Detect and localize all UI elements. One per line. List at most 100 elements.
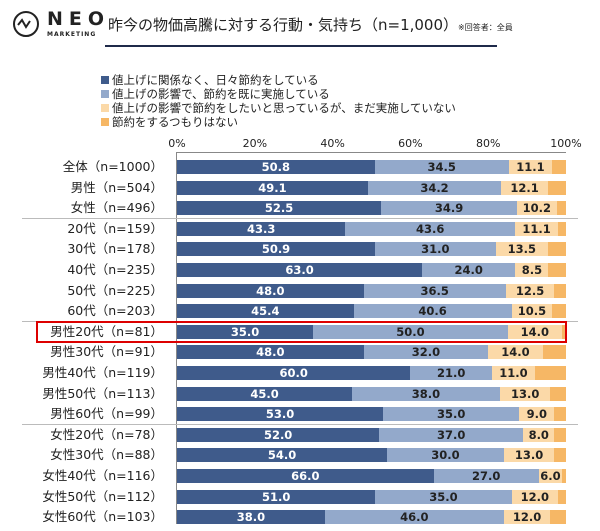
- bar-segment: [488, 345, 543, 360]
- legend-swatch: [101, 118, 109, 126]
- data-label: 34.5: [427, 160, 456, 174]
- data-label: 45.0: [250, 386, 279, 401]
- bar-segment: [177, 304, 354, 319]
- data-label: 24.0: [454, 263, 483, 277]
- data-label: 50.0: [396, 324, 425, 339]
- bar-segment: [352, 386, 500, 401]
- category-label: 50代（n=225）: [67, 282, 163, 298]
- bar-segment: [177, 510, 325, 525]
- bar-segment: [501, 180, 549, 195]
- bar-segment: [505, 283, 555, 298]
- bar-segment: [177, 366, 411, 380]
- bar-segment: [499, 386, 551, 401]
- data-label: 35.0: [437, 407, 466, 422]
- x-tick-label: 80%: [475, 137, 501, 150]
- logo-text: NEO: [47, 8, 111, 30]
- legend-label: 値上げに関係なく、日々節約をしている: [112, 73, 319, 87]
- bar-segment: [516, 201, 557, 216]
- data-label: 50.9: [261, 242, 291, 257]
- logo-wave-icon: [13, 11, 39, 37]
- x-tick-label: 20%: [242, 137, 268, 150]
- x-tick-label: 40%: [320, 137, 345, 150]
- data-label: 37.0: [437, 427, 466, 442]
- category-label: 女性30代（n=88）: [50, 447, 163, 463]
- bar-segment: [422, 263, 516, 277]
- data-label: 66.0: [291, 469, 320, 483]
- category-label: 女性20代（n=78）: [50, 426, 163, 442]
- category-label: 30代（n=178）: [67, 241, 163, 257]
- bar-segment: [548, 242, 566, 257]
- data-label: 14.0: [520, 324, 550, 339]
- bar-segment: [177, 324, 314, 339]
- legend: 値上げに関係なく、日々節約をしている 値上げの影響で、節約を既に実施している 値…: [101, 73, 456, 129]
- bar-segment: [367, 180, 502, 195]
- x-tick-label: 0%: [168, 137, 186, 150]
- data-label: 12.1: [510, 180, 539, 195]
- bar-segment: [556, 201, 566, 216]
- bar-segment: [503, 510, 551, 525]
- category-label: 男性40代（n=119）: [42, 365, 163, 380]
- data-label: 11.1: [516, 160, 545, 174]
- bar-segment: [515, 221, 559, 236]
- x-axis-line: [176, 152, 566, 153]
- bar-segment: [379, 427, 524, 442]
- category-label: 女性（n=496）: [70, 200, 163, 216]
- data-label: 38.0: [411, 386, 441, 401]
- bar-segment: [503, 448, 555, 463]
- data-label: 43.3: [247, 221, 276, 236]
- data-label: 14.0: [501, 345, 530, 360]
- bar-segment: [554, 283, 566, 298]
- legend-label: 節約をするつもりはない: [112, 115, 239, 129]
- bar-segment: [558, 221, 566, 236]
- bar-segment: [410, 366, 493, 380]
- group-separator: [22, 424, 578, 426]
- respondent-note: ※回答者：全員: [458, 23, 513, 32]
- bar-segment: [562, 324, 566, 339]
- data-label: 13.0: [514, 448, 544, 463]
- data-label: 35.0: [429, 489, 458, 504]
- legend-label: 値上げの影響で節約をしたいと思っているが、まだ実施していない: [112, 101, 456, 115]
- data-label: 12.0: [512, 510, 542, 525]
- data-label: 12.0: [520, 489, 550, 504]
- page-title: 昨今の物価高騰に対する行動・気持ち（n=1,000）※回答者：全員: [108, 14, 513, 35]
- legend-swatch: [101, 90, 109, 98]
- data-label: 48.0: [256, 345, 285, 360]
- bar-segment: [554, 407, 566, 422]
- bar-segment: [507, 324, 563, 339]
- bar-segment: [433, 469, 539, 483]
- bar-segment: [177, 427, 380, 442]
- bar-segment: [550, 386, 566, 401]
- bar-segment: [562, 469, 566, 483]
- bar-segment: [381, 201, 517, 216]
- data-label: 11.0: [499, 366, 528, 380]
- legend-swatch: [101, 76, 109, 84]
- bar-segment: [523, 427, 555, 442]
- category-label: 20代（n=159）: [67, 220, 163, 236]
- bar-segment: [177, 180, 368, 195]
- category-label: 女性40代（n=116）: [42, 468, 163, 483]
- data-label: 32.0: [411, 345, 441, 360]
- category-label: 男性（n=504）: [70, 179, 163, 195]
- data-label: 46.0: [400, 510, 429, 525]
- legend-item: 節約をするつもりはない: [101, 115, 456, 129]
- title-underline: [105, 45, 497, 47]
- bar-segment: [374, 160, 509, 174]
- data-label: 52.5: [264, 201, 294, 216]
- data-label: 40.6: [418, 304, 447, 319]
- data-label: 50.8: [261, 160, 290, 174]
- bar-segment: [495, 242, 549, 257]
- bar-segment: [177, 283, 364, 298]
- bar-segment: [492, 366, 535, 380]
- bar-segment: [511, 304, 553, 319]
- data-label: 63.0: [285, 263, 314, 277]
- data-label: 48.0: [256, 283, 285, 298]
- legend-item: 値上げの影響で節約をしたいと思っているが、まだ実施していない: [101, 101, 456, 115]
- data-label: 51.0: [262, 489, 291, 504]
- data-label: 10.5: [517, 304, 547, 319]
- bar-segment: [542, 345, 566, 360]
- legend-swatch: [101, 104, 109, 112]
- bar-segment: [515, 263, 549, 277]
- title-text: 昨今の物価高騰に対する行動・気持ち（n=1,000）: [108, 16, 459, 34]
- bar-segment: [363, 283, 506, 298]
